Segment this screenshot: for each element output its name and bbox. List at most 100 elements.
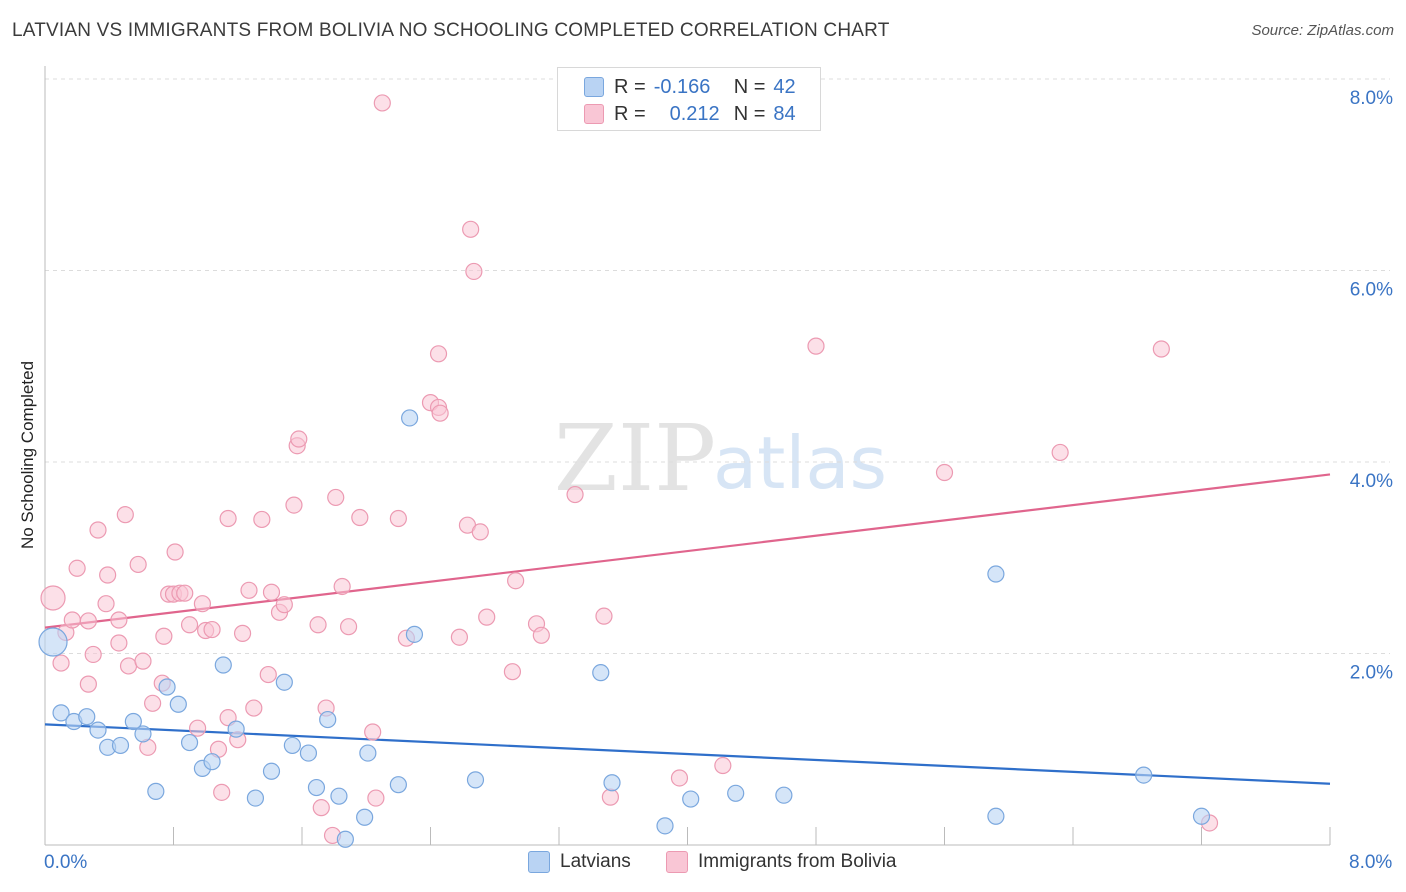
latvian-point [262, 762, 281, 780]
bolivia-point [312, 799, 330, 817]
latvian-point [180, 733, 199, 752]
legend-n-value-latvians: 42 [773, 75, 796, 98]
bolivia-point [110, 611, 128, 629]
bolivia-point [290, 430, 308, 448]
legend-r-label: R = [614, 102, 646, 125]
bolivia-legend-swatch [666, 851, 688, 873]
latvian-point [466, 771, 485, 789]
latvians-legend-label: Latvians [560, 851, 631, 872]
bolivia-point [99, 566, 117, 584]
legend-r-label: R = [614, 75, 646, 98]
watermark-atlas: atlas [713, 421, 887, 505]
x-tick-max: 8.0% [1349, 852, 1393, 873]
bolivia-point [155, 627, 173, 645]
legend-n-label: N = [733, 75, 766, 98]
x-tick-min: 0.0% [44, 852, 88, 873]
latvians-legend-swatch [528, 851, 550, 873]
y-tick-label: 8.0% [1350, 88, 1393, 109]
latvian-point [359, 744, 377, 762]
chart-title: LATVIAN VS IMMIGRANTS FROM BOLIVIA NO SC… [12, 20, 890, 41]
bolivia-point [68, 559, 86, 577]
bolivia-point [40, 585, 66, 611]
bolivia-point [63, 611, 81, 629]
bolivia-point [462, 220, 480, 238]
bolivia-point [176, 584, 194, 602]
trend-lines [44, 473, 1331, 785]
bolivia-point [601, 788, 620, 806]
y-tick-label: 2.0% [1350, 663, 1393, 684]
latvian-point [227, 720, 245, 738]
bottom-legend-bolivia: Immigrants from Bolivia [666, 851, 897, 873]
y-tick-labels: 2.0% 4.0% 6.0% 8.0% [1350, 88, 1393, 684]
bolivia-point [166, 543, 184, 561]
bolivia-point [595, 607, 613, 625]
latvian-point [603, 774, 621, 792]
bolivia-point [478, 608, 496, 626]
bolivia-point [465, 262, 483, 281]
bolivia-point [275, 596, 293, 614]
latvian-point [656, 817, 674, 835]
latvian-points [38, 409, 1211, 848]
bolivia-point [309, 616, 327, 634]
latvian-point [405, 625, 424, 643]
bolivia-point [532, 626, 550, 644]
bolivia-point [373, 94, 391, 112]
bolivia-point [240, 581, 258, 599]
bolivia-point [52, 654, 70, 672]
bolivia-point [429, 345, 448, 363]
bolivia-point [431, 404, 449, 422]
latvian-trend-line [44, 723, 1331, 785]
bolivia-point [935, 463, 954, 482]
bolivia-point [84, 645, 102, 664]
latvian-point [1135, 766, 1153, 784]
latvians-swatch [584, 77, 604, 97]
bolivia-point [219, 509, 237, 528]
y-tick-label: 4.0% [1350, 471, 1393, 492]
bolivia-point [203, 620, 221, 639]
latvian-point [169, 695, 187, 713]
latvian-point [52, 704, 70, 722]
source-label: Source: ZipAtlas.com [1251, 22, 1394, 39]
bolivia-point [79, 675, 97, 693]
bolivia-point [389, 509, 407, 528]
bolivia-point [364, 723, 382, 741]
watermark: ZIP atlas [554, 405, 887, 512]
legend-n-value-bolivia: 84 [773, 102, 796, 125]
bolivia-point [253, 510, 271, 529]
bolivia-point [327, 488, 345, 507]
bolivia-point [233, 624, 252, 642]
latvian-point [275, 673, 293, 691]
latvian-point [356, 808, 374, 826]
latvian-point [38, 627, 68, 657]
legend-n-label: N = [733, 102, 766, 125]
bolivia-trend-line [44, 473, 1331, 629]
legend-r-value-bolivia: 0.212 [669, 102, 720, 125]
latvian-point [158, 678, 176, 696]
latvian-point [987, 807, 1005, 825]
bolivia-point [1152, 340, 1170, 358]
bolivia-point [180, 616, 199, 634]
bolivia-point [566, 485, 584, 504]
stats-legend: R = -0.166 N = 42 R = 0.212 N = 84 [557, 67, 821, 131]
latvian-point [682, 790, 700, 808]
latvian-point [592, 664, 610, 682]
bolivia-point [79, 612, 97, 630]
bolivia-point [193, 595, 212, 613]
latvian-point [401, 409, 419, 427]
bolivia-point [262, 583, 281, 601]
bolivia-point [245, 699, 263, 717]
latvian-point [89, 721, 107, 739]
legend-row-bolivia: R = 0.212 N = 84 [584, 101, 796, 127]
bolivia-point [97, 595, 115, 613]
latvian-point [987, 565, 1005, 583]
latvian-point [299, 744, 318, 762]
latvian-point [336, 830, 354, 848]
latvian-point [283, 736, 301, 755]
bolivia-point [507, 572, 525, 590]
y-axis-label: No Schooling Completed [18, 360, 37, 550]
y-tick-label: 6.0% [1350, 280, 1393, 301]
bolivia-point [450, 628, 469, 646]
bolivia-point [188, 719, 207, 737]
bolivia-point [259, 665, 277, 684]
